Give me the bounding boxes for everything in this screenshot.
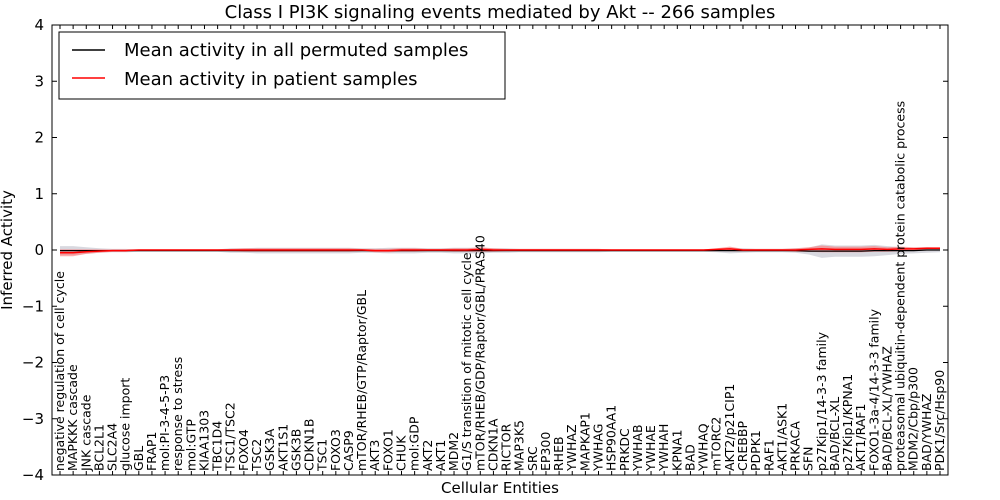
x-tick-label: MAP3K5 (512, 420, 527, 471)
x-tick-label: MDM2/Cbp/p300 (906, 367, 921, 471)
y-tick-label: −2 (22, 354, 44, 372)
x-tick-label: KIAA1303 (196, 410, 211, 471)
x-tick-label: CDKN1B (302, 419, 317, 471)
x-tick-label: YWHAG (591, 424, 606, 472)
x-tick-label: MDM2 (446, 432, 461, 471)
x-tick-label: SLC2A4 (105, 423, 120, 471)
x-tick-label: mTORC2 (709, 417, 724, 471)
y-tick-label: 3 (34, 72, 44, 90)
x-tick-label: BAD/YWHAZ (919, 394, 934, 471)
x-tick-label: AKT1S1 (275, 424, 290, 471)
x-tick-label: RHEB (551, 436, 566, 471)
y-tick-label: −3 (22, 410, 44, 428)
x-tick-label: TSC2 (249, 439, 264, 472)
x-tick-label: G1/S transition of mitotic cell cycle (459, 252, 474, 471)
x-tick-label: mol:PI-3-4-5-P3 (157, 375, 172, 471)
legend-box (58, 31, 506, 100)
x-tick-label: RICTOR (499, 423, 514, 471)
x-tick-label: GSK3B (288, 429, 303, 471)
x-tick-label: KPNA1 (669, 429, 684, 471)
x-tick-label: CASP9 (341, 430, 356, 471)
y-axis-label: Inferred Activity (0, 190, 16, 310)
x-tick-label: YWHAH (656, 424, 671, 472)
x-tick-label: BAD (682, 444, 697, 471)
x-tick-label: CHUK (393, 435, 408, 471)
x-tick-label: glucose import (118, 378, 133, 471)
x-tick-label: HSP90AA1 (604, 405, 619, 471)
x-tick-label: PDK1/Src/Hsp90 (932, 370, 947, 471)
x-tick-label: AKT2 (420, 440, 435, 471)
x-tick-label: MAPKAP1 (577, 412, 592, 471)
x-tick-label: TSC1 (315, 439, 330, 472)
x-axis-label: Cellular Entities (441, 479, 559, 497)
x-tick-label: RAF1 (761, 439, 776, 471)
y-tick-label: 2 (34, 129, 44, 147)
x-axis: negative regulation of cell cycleMAPKKK … (52, 25, 947, 475)
series-line-patient (60, 247, 940, 254)
x-tick-label: SRC (525, 446, 540, 471)
x-tick-label: CREBBP (735, 421, 750, 471)
x-tick-label: GBL (131, 446, 146, 471)
x-tick-label: mol:GDP (407, 416, 422, 471)
x-tick-label: MAPKKK cascade (65, 364, 80, 471)
x-tick-label: YWHAZ (564, 424, 579, 472)
y-tick-label: −4 (22, 466, 44, 484)
x-tick-label: proteasomal ubiquitin-dependent protein … (893, 101, 908, 471)
x-tick-label: BCL2L1 (91, 424, 106, 471)
x-tick-label: BAD/BCL-XL/YWHAZ (879, 346, 894, 471)
y-tick-label: 1 (34, 185, 44, 203)
legend-label-patient: Mean activity in patient samples (124, 69, 418, 90)
x-tick-label: YWHAQ (696, 423, 711, 472)
x-tick-label: p27Kip1/14-3-3 family (814, 331, 829, 471)
x-tick-label: BAD/BCL-XL (827, 397, 842, 471)
x-tick-label: response to stress (170, 357, 185, 471)
x-tick-label: mol:GTP (183, 419, 198, 471)
x-tick-label: SFN (801, 447, 816, 471)
x-tick-label: TBC1D4 (210, 421, 225, 472)
x-tick-label: YWHAE (643, 425, 658, 472)
y-axis: −4 −3 −2 −1 0 1 2 3 4 (22, 16, 948, 484)
x-tick-label: YWHAB (630, 424, 645, 472)
x-tick-label: FOXO4 (236, 429, 251, 471)
y-tick-label: 0 (34, 241, 44, 259)
x-tick-label: negative regulation of cell cycle (52, 271, 67, 471)
x-tick-label: AKT1/RAF1 (853, 404, 868, 471)
series-lines (60, 247, 940, 254)
x-tick-label: p27Kip1/KPNA1 (840, 374, 855, 471)
y-tick-label: 4 (34, 16, 44, 34)
x-tick-label: FOXO3 (328, 429, 343, 471)
x-tick-label: PRKDC (617, 428, 632, 471)
x-tick-label: GSK3A (262, 428, 277, 471)
x-tick-label: AKT1 (433, 440, 448, 471)
x-tick-label: FRAP1 (144, 432, 159, 471)
x-tick-label: PDPK1 (748, 430, 763, 471)
x-tick-label: TSC1/TSC2 (223, 402, 238, 472)
x-tick-label: FOXO1 (380, 429, 395, 471)
legend: Mean activity in all permuted samples Me… (58, 31, 506, 100)
x-tick-label: AKT2/p21CIP1 (722, 384, 737, 471)
x-tick-label: FOXO1-3a-4/14-3-3 family (866, 308, 881, 471)
x-tick-label: mTOR/RHEB/GTP/Raptor/GBL (354, 290, 369, 471)
legend-label-permuted: Mean activity in all permuted samples (124, 40, 468, 61)
y-tick-label: −1 (22, 297, 44, 315)
x-tick-label: EP300 (538, 432, 553, 471)
x-tick-label: AKT3 (367, 440, 382, 471)
chart-title: Class I PI3K signaling events mediated b… (225, 2, 776, 23)
x-tick-label: PRKACA (788, 421, 803, 471)
x-tick-label: mTOR/RHEB/GDP/Raptor/GBL/PRAS40 (472, 235, 487, 471)
x-tick-label: JNK cascade (78, 394, 93, 472)
x-tick-label: AKT1/ASK1 (774, 403, 789, 471)
x-tick-label: CDKN1A (485, 418, 500, 471)
